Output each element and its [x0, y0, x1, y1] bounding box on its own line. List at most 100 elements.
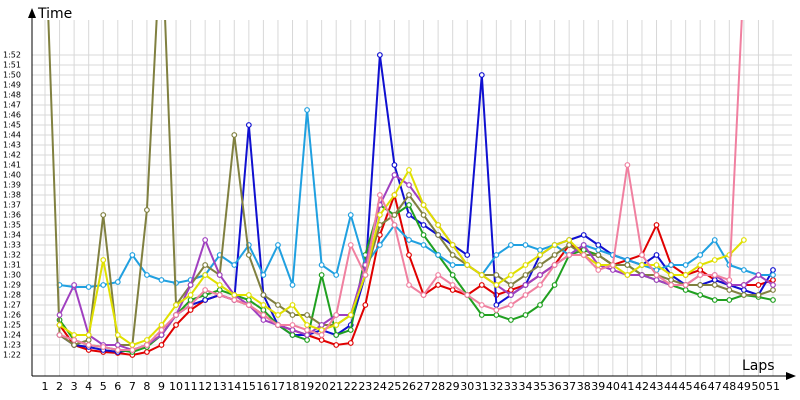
x-tick-label: 28 [431, 380, 445, 393]
y-tick-label: 1:22 [3, 351, 21, 360]
point [245, 297, 252, 303]
point [508, 242, 514, 248]
x-tick-label: 12 [198, 380, 212, 393]
point [275, 322, 281, 328]
point [639, 252, 645, 258]
x-tick-label: 15 [242, 380, 256, 393]
point [478, 282, 485, 288]
point [493, 252, 500, 258]
point [726, 287, 733, 293]
y-tick-label: 1:36 [3, 211, 21, 220]
point [668, 272, 674, 278]
point [376, 212, 383, 218]
point [347, 212, 354, 218]
point [624, 257, 631, 263]
point [71, 342, 78, 348]
x-tick-label: 51 [766, 380, 780, 393]
point [726, 282, 733, 288]
y-tick-label: 1:25 [3, 321, 21, 330]
point [435, 272, 442, 278]
point [624, 262, 631, 268]
point [682, 287, 689, 293]
point [668, 277, 674, 283]
x-tick-label: 46 [693, 380, 707, 393]
series-line [59, 109, 773, 288]
point [289, 327, 296, 333]
x-tick-label: 49 [737, 380, 751, 393]
x-tick-label: 4 [85, 380, 92, 393]
point [566, 242, 573, 248]
point [260, 302, 267, 308]
point [391, 162, 398, 168]
series-line [58, 191, 774, 357]
point [100, 282, 107, 288]
point [449, 252, 456, 258]
point [697, 267, 704, 273]
point [770, 272, 776, 278]
y-tick-label: 1:48 [3, 91, 21, 100]
x-tick-label: 10 [169, 380, 183, 393]
point [347, 242, 354, 248]
point [449, 262, 456, 268]
point [275, 302, 281, 308]
point [609, 267, 616, 273]
point [639, 262, 645, 268]
point [158, 327, 165, 333]
point [129, 342, 136, 348]
point [711, 282, 718, 288]
y-tick-label: 1:33 [3, 241, 21, 250]
y-tick-label: 1:45 [3, 121, 21, 130]
point [260, 307, 267, 313]
point [755, 292, 762, 298]
point [114, 332, 121, 338]
x-tick-label: 7 [129, 380, 136, 393]
y-tick-label: 1:49 [3, 81, 21, 90]
point [304, 327, 310, 333]
point [537, 282, 543, 288]
point [231, 262, 238, 268]
point [85, 337, 92, 343]
point [668, 282, 674, 288]
point [740, 267, 747, 273]
point [770, 297, 776, 303]
point [770, 277, 776, 283]
x-tick-label: 27 [417, 380, 431, 393]
point [114, 342, 121, 348]
point [245, 292, 252, 298]
point [406, 192, 412, 198]
point [464, 252, 471, 258]
point [144, 349, 150, 355]
point [653, 272, 660, 278]
point [508, 317, 514, 323]
point [420, 212, 427, 218]
point [740, 292, 747, 298]
x-tick-label: 6 [114, 380, 121, 393]
point [449, 242, 456, 248]
point [260, 272, 267, 278]
x-tick-label: 20 [315, 380, 329, 393]
y-tick-label: 1:37 [3, 201, 21, 210]
point [639, 272, 645, 278]
point [522, 262, 529, 268]
point [653, 262, 660, 268]
x-tick-label: 35 [533, 380, 547, 393]
point [129, 347, 136, 353]
point [522, 282, 529, 288]
point [740, 282, 747, 288]
point [493, 302, 500, 308]
point [595, 267, 602, 273]
point [522, 242, 529, 248]
point [216, 287, 223, 293]
point [711, 277, 718, 283]
point [114, 347, 121, 353]
point [158, 342, 165, 348]
y-tick-label: 1:23 [3, 341, 21, 350]
x-tick-label: 5 [100, 380, 107, 393]
point [100, 257, 107, 263]
point [435, 282, 442, 288]
point [522, 292, 529, 298]
x-tick-label: 36 [548, 380, 562, 393]
point [493, 307, 500, 313]
point [304, 107, 310, 113]
point [478, 312, 485, 318]
